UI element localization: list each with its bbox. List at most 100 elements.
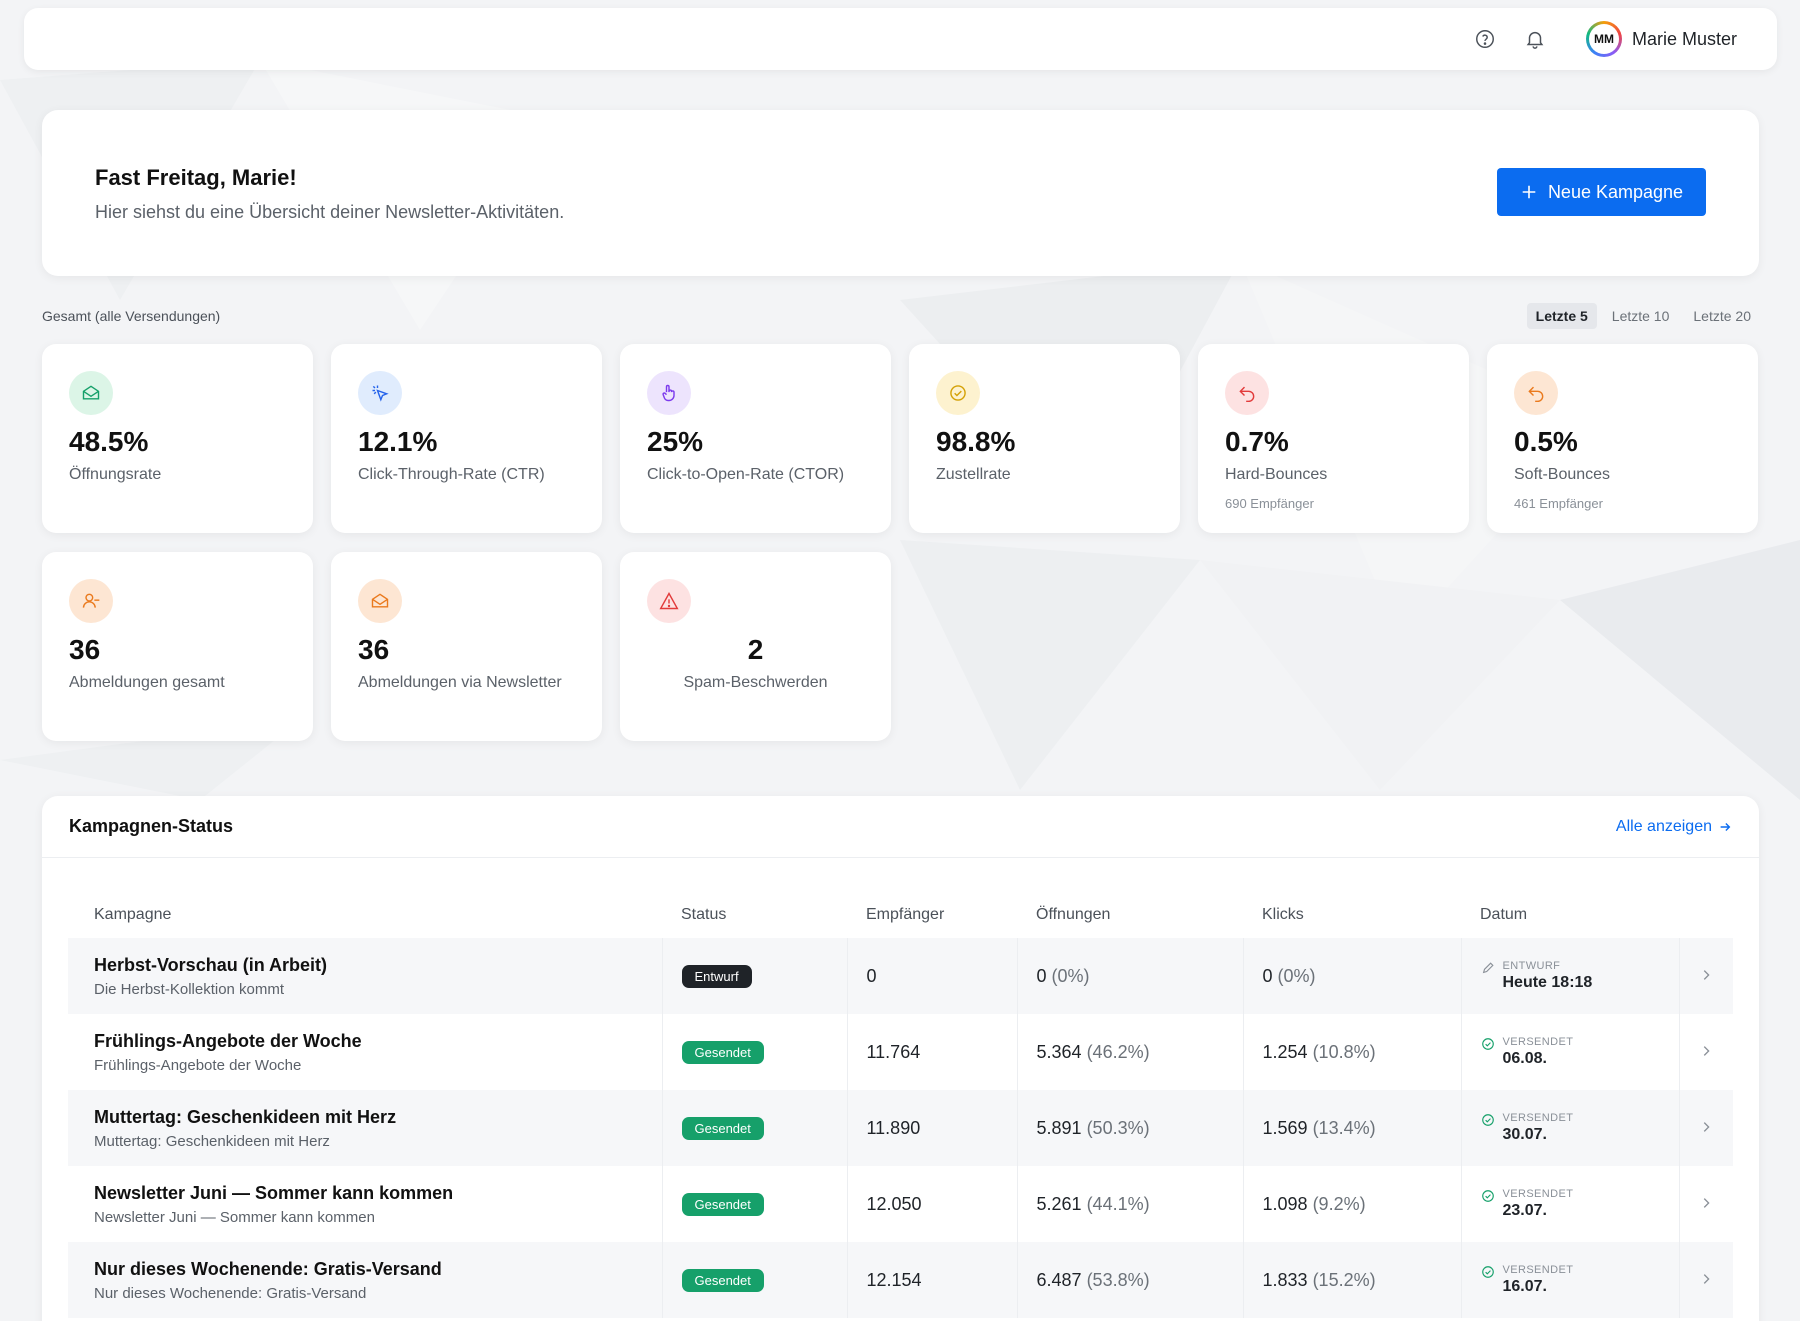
- opens-cell: 5.891 (50.3%): [1017, 1090, 1244, 1166]
- bell-icon[interactable]: [1524, 28, 1546, 50]
- period-filter: Letzte 5 Letzte 10 Letzte 20: [1526, 303, 1760, 329]
- date-cell: ENTWURF Heute 18:18: [1461, 938, 1680, 1014]
- campaign-subject: Frühlings-Angebote der Woche: [94, 1056, 302, 1074]
- clicks-value: 1.569: [1262, 1117, 1308, 1138]
- campaign-subject: Nur dieses Wochenende: Gratis-Versand: [94, 1284, 367, 1302]
- stat-card-soft-bounces: 0.5% Soft-Bounces 461 Empfänger: [1487, 344, 1758, 533]
- col-header-opens[interactable]: Öffnungen: [1036, 906, 1111, 923]
- help-circle-icon[interactable]: [1474, 28, 1496, 50]
- campaign-name: Muttertag: Geschenkideen mit Herz: [94, 1106, 397, 1127]
- row-open[interactable]: [1679, 1166, 1733, 1242]
- date-value: 06.08.: [1502, 1050, 1547, 1067]
- campaign-name: Nur dieses Wochenende: Gratis-Versand: [94, 1258, 442, 1279]
- clicks-cell: 1.833 (15.2%): [1243, 1242, 1462, 1318]
- stat-label: Abmeldungen gesamt: [69, 674, 225, 691]
- date-state: VERSENDET: [1502, 1264, 1574, 1276]
- campaign-status-panel: Kampagnen-Status Alle anzeigen Kampagne …: [42, 796, 1759, 1321]
- status-badge: Entwurf: [681, 964, 752, 988]
- show-all-label: Alle anzeigen: [1615, 817, 1712, 835]
- clicks-percent: (9.2%): [1312, 1193, 1366, 1214]
- campaign-name: Newsletter Juni — Sommer kann kommen: [94, 1182, 454, 1203]
- status-badge: Gesendet: [681, 1116, 764, 1140]
- stat-value: 36: [358, 634, 390, 665]
- col-header-campaign[interactable]: Kampagne: [94, 906, 172, 923]
- date-value: Heute 18:18: [1502, 974, 1593, 991]
- warning-triangle-icon: [647, 579, 691, 623]
- stat-label: Öffnungsrate: [69, 466, 162, 483]
- clicks-cell: 1.569 (13.4%): [1243, 1090, 1462, 1166]
- filter-last-5[interactable]: Letzte 5: [1526, 303, 1597, 329]
- status-badge: Gesendet: [681, 1268, 764, 1292]
- clicks-percent: (0%): [1277, 965, 1316, 986]
- user-menu[interactable]: MM Marie Muster: [1585, 21, 1737, 57]
- opens-value: 5.891: [1036, 1117, 1082, 1138]
- avatar: MM: [1585, 21, 1622, 57]
- stat-card-hard-bounces: 0.7% Hard-Bounces 690 Empfänger: [1198, 344, 1469, 533]
- status-cell: Gesendet: [662, 1014, 848, 1090]
- status-badge: Gesendet: [681, 1040, 764, 1064]
- col-header-status[interactable]: Status: [681, 906, 727, 923]
- recipients-cell: 12.154: [847, 1242, 1018, 1318]
- stat-value: 48.5%: [69, 426, 149, 457]
- return-arrow-icon: [1225, 371, 1269, 415]
- date-value: 23.07.: [1502, 1202, 1547, 1219]
- recipients-cell: 11.890: [847, 1090, 1018, 1166]
- opens-value: 0: [1036, 965, 1047, 986]
- stat-sub: 461 Empfänger: [1514, 496, 1603, 511]
- table-row[interactable]: Newsletter Juni — Sommer kann kommen New…: [68, 1166, 1733, 1242]
- campaign-subject: Newsletter Juni — Sommer kann kommen: [94, 1208, 375, 1226]
- date-state: ENTWURF: [1502, 960, 1561, 972]
- table-header-row: Kampagne Status Empfänger Öffnungen Klic…: [68, 892, 1733, 938]
- chevron-right-icon: [1704, 1045, 1710, 1056]
- col-header-recipients[interactable]: Empfänger: [866, 906, 945, 923]
- date-state: VERSENDET: [1502, 1112, 1574, 1124]
- table-row[interactable]: Muttertag: Geschenkideen mit Herz Mutter…: [68, 1090, 1733, 1166]
- date-value: 16.07.: [1502, 1278, 1547, 1295]
- stat-label: Hard-Bounces: [1225, 466, 1328, 483]
- hand-pointer-icon: [647, 371, 691, 415]
- user-minus-icon: [69, 579, 113, 623]
- row-open[interactable]: [1679, 938, 1733, 1014]
- col-header-clicks[interactable]: Klicks: [1262, 906, 1304, 923]
- arrow-right-icon: [1720, 822, 1731, 831]
- stat-label: Click-to-Open-Rate (CTOR): [647, 466, 845, 483]
- table-row[interactable]: Frühlings-Angebote der Woche Frühlings-A…: [68, 1014, 1733, 1090]
- campaign-panel-title: Kampagnen-Status: [69, 816, 234, 836]
- campaign-cell: Muttertag: Geschenkideen mit Herz Mutter…: [68, 1090, 663, 1166]
- check-circle-icon: [1481, 1190, 1494, 1202]
- status-cell: Gesendet: [662, 1242, 848, 1318]
- date-value: 30.07.: [1502, 1126, 1547, 1143]
- opens-percent: (53.8%): [1086, 1269, 1150, 1290]
- row-open[interactable]: [1679, 1242, 1733, 1318]
- date-cell: VERSENDET 16.07.: [1461, 1242, 1680, 1318]
- stat-label: Soft-Bounces: [1514, 466, 1611, 483]
- stat-label: Click-Through-Rate (CTR): [358, 466, 545, 483]
- clicks-cell: 1.098 (9.2%): [1243, 1166, 1462, 1242]
- top-bar: MM Marie Muster: [24, 8, 1777, 70]
- envelope-open-icon: [69, 371, 113, 415]
- stat-value: 25%: [647, 426, 704, 457]
- new-campaign-button[interactable]: Neue Kampagne: [1497, 168, 1706, 216]
- campaign-name: Frühlings-Angebote der Woche: [94, 1030, 362, 1051]
- stat-card-ctor: 25% Click-to-Open-Rate (CTOR): [620, 344, 891, 533]
- date-state: VERSENDET: [1502, 1036, 1574, 1048]
- clicks-value: 1.254: [1262, 1041, 1308, 1062]
- col-header-date[interactable]: Datum: [1480, 906, 1528, 923]
- campaign-cell: Herbst-Vorschau (in Arbeit) Die Herbst-K…: [68, 938, 663, 1014]
- stat-card-spam-complaints: 2 Spam-Beschwerden: [620, 552, 891, 741]
- row-open[interactable]: [1679, 1014, 1733, 1090]
- campaign-subject: Muttertag: Geschenkideen mit Herz: [94, 1132, 330, 1150]
- status-cell: Gesendet: [662, 1090, 848, 1166]
- show-all-link[interactable]: Alle anzeigen: [1616, 818, 1732, 836]
- opens-cell: 5.364 (46.2%): [1017, 1014, 1244, 1090]
- recipients-cell: 0: [847, 938, 1018, 1014]
- filter-last-20[interactable]: Letzte 20: [1693, 308, 1751, 324]
- table-row[interactable]: Nur dieses Wochenende: Gratis-Versand Nu…: [68, 1242, 1733, 1318]
- filter-last-10[interactable]: Letzte 10: [1611, 308, 1670, 324]
- table-row[interactable]: Herbst-Vorschau (in Arbeit) Die Herbst-K…: [68, 938, 1733, 1014]
- user-name: Marie Muster: [1631, 28, 1737, 49]
- row-open[interactable]: [1679, 1090, 1733, 1166]
- chevron-right-icon: [1704, 1197, 1710, 1208]
- clicks-cell: 0 (0%): [1243, 938, 1462, 1014]
- check-circle-icon: [1481, 1266, 1494, 1278]
